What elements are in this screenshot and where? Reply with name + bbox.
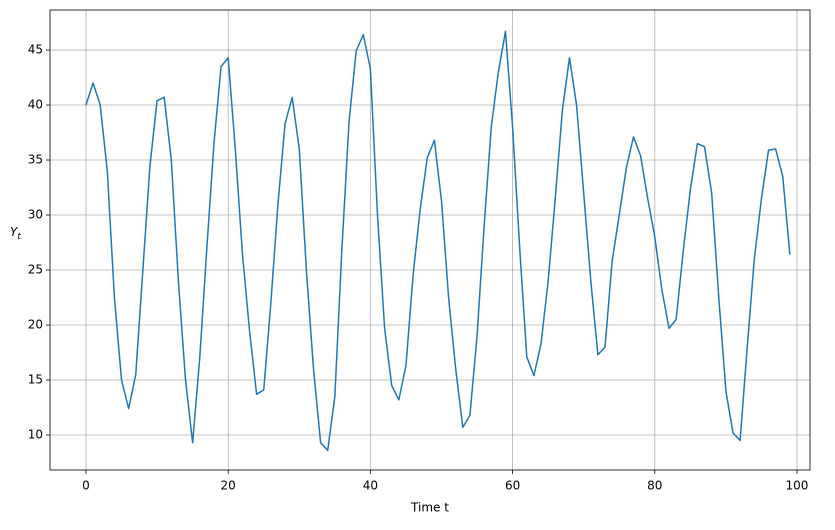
x-tick-label: 20 bbox=[221, 479, 236, 493]
y-tick-label: 15 bbox=[28, 373, 43, 387]
y-tick-label: 35 bbox=[28, 153, 43, 167]
plot-area bbox=[50, 10, 810, 470]
x-tick-label: 0 bbox=[82, 479, 90, 493]
y-tick-label: 30 bbox=[28, 208, 43, 222]
x-axis-label: Time t bbox=[410, 501, 449, 515]
y-tick-label: 25 bbox=[28, 263, 43, 277]
data-line bbox=[85, 30, 791, 452]
x-tick-label: 60 bbox=[505, 479, 520, 493]
y-axis-label: Yt bbox=[10, 225, 21, 242]
axes-frame bbox=[49, 9, 811, 471]
x-tick-label: 80 bbox=[647, 479, 662, 493]
y-tick-label: 20 bbox=[28, 318, 43, 332]
x-tick-label: 40 bbox=[363, 479, 378, 493]
y-tick-label: 10 bbox=[28, 428, 43, 442]
y-tick-label: 45 bbox=[28, 43, 43, 57]
y-tick-label: 40 bbox=[28, 98, 43, 112]
x-tick-label: 100 bbox=[786, 479, 809, 493]
